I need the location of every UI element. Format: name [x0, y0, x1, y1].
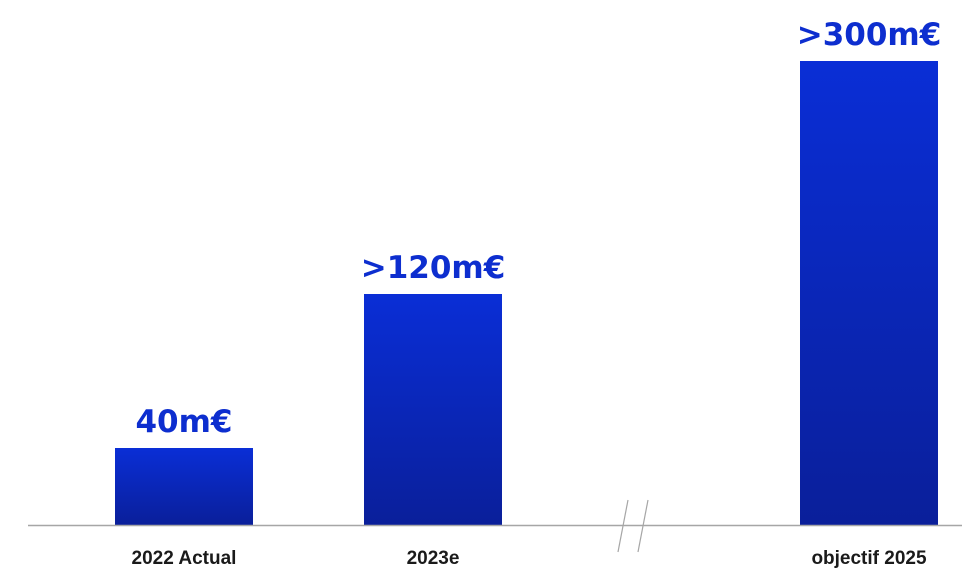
value-label: >120m€: [361, 250, 506, 286]
axis-break-mark: [637, 499, 649, 553]
bar-2023e: [364, 294, 502, 525]
bars-layer: [115, 61, 938, 525]
bar-objectif-2025: [800, 61, 938, 525]
value-label: 40m€: [135, 404, 232, 440]
category-label: objectif 2025: [811, 548, 927, 569]
axis-break-mark: [617, 499, 629, 553]
category-label: 2022 Actual: [132, 548, 237, 569]
category-label: 2023e: [407, 548, 460, 569]
x-axis: [28, 499, 962, 553]
value-label: >300m€: [797, 17, 942, 53]
bar-2022-actual: [115, 448, 253, 525]
category-labels-layer: 2022 Actual 2023e objectif 2025: [132, 548, 927, 569]
value-labels-layer: 40m€ >120m€ >300m€: [135, 17, 941, 440]
